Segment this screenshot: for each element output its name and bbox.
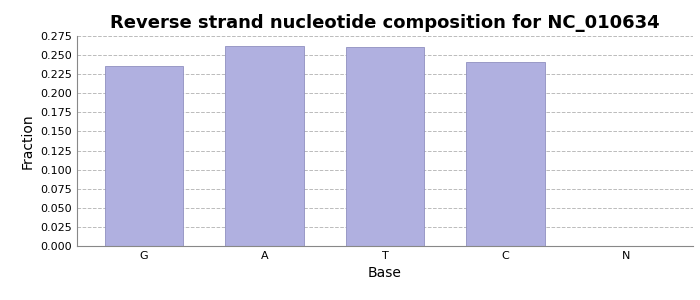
Bar bbox=[225, 46, 304, 246]
Title: Reverse strand nucleotide composition for NC_010634: Reverse strand nucleotide composition fo… bbox=[110, 14, 660, 32]
Bar bbox=[466, 62, 545, 246]
X-axis label: Base: Base bbox=[368, 266, 402, 280]
Y-axis label: Fraction: Fraction bbox=[21, 113, 35, 169]
Bar bbox=[105, 66, 183, 246]
Bar bbox=[346, 47, 424, 246]
